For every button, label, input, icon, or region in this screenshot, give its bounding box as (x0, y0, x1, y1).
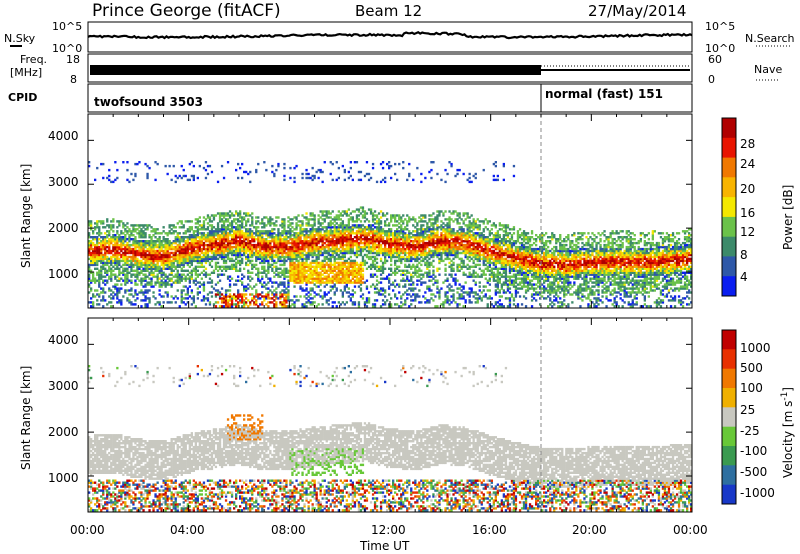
power-ytick-1000: 1000 (48, 267, 79, 281)
power-panel: Slant Range [km] 4000 3000 2000 1000 (19, 114, 692, 308)
x-tick-0800: 08:00 (271, 523, 306, 537)
nave-tick-bottom: 0 (708, 73, 715, 86)
x-tick-1600: 16:00 (472, 523, 507, 537)
freq-tick-bottom: 8 (70, 73, 77, 86)
colorbar-swatch (722, 446, 736, 466)
colorbar-swatch (722, 276, 736, 296)
nsky-label: N.Sky (4, 32, 36, 45)
colorbar-swatch (722, 330, 736, 350)
colorbar-swatch (722, 349, 736, 369)
x-tick-2400: 00:00 (673, 523, 708, 537)
power-cbar-tick-20: 20 (740, 182, 755, 196)
cpid-segment-twofsound: twofsound 3503 (94, 95, 203, 109)
power-cbar-tick-4: 4 (740, 270, 748, 284)
power-cbar-tick-24: 24 (740, 157, 755, 171)
velocity-cbar-tick-500: 500 (740, 361, 763, 375)
freq-tick-top: 18 (66, 53, 80, 66)
power-colorbar: 28 24 20 16 12 8 4 Power [dB] (722, 118, 795, 297)
velocity-cbar-label: Velocity [m s-1] (780, 387, 795, 478)
x-tick-1200: 12:00 (371, 523, 406, 537)
power-cbar-label: Power [dB] (781, 185, 795, 250)
nave-label: Nave (754, 63, 782, 76)
beam-title: Beam 12 (355, 2, 422, 20)
power-colorbar-swatches (722, 118, 736, 297)
velocity-ytick-2000: 2000 (48, 425, 79, 439)
colorbar-swatch (722, 256, 736, 276)
velocity-cbar-tick-100: 100 (740, 381, 763, 395)
power-ytick-3000: 3000 (48, 175, 79, 189)
colorbar-swatch (722, 485, 736, 505)
x-tick-0000: 00:00 (70, 523, 105, 537)
colorbar-swatch (722, 388, 736, 408)
frequency-bar (90, 65, 541, 75)
velocity-colorbar-swatches (722, 330, 736, 505)
velocity-cbar-tick-1000: 1000 (740, 341, 771, 355)
power-data (88, 161, 692, 308)
noise-trace (88, 32, 692, 38)
colorbar-swatch (722, 177, 736, 197)
velocity-data (88, 365, 692, 512)
power-cbar-tick-12: 12 (740, 225, 755, 239)
colorbar-swatch (722, 118, 736, 138)
power-ylabel: Slant Range [km] (19, 164, 33, 268)
x-tick-2000: 20:00 (572, 523, 607, 537)
power-cbar-tick-16: 16 (740, 206, 755, 220)
noise-left-tick-top: 10^5 (52, 20, 82, 33)
colorbar-swatch (722, 369, 736, 389)
velocity-ytick-1000: 1000 (48, 471, 79, 485)
cpid-segment-normal: normal (fast) 151 (545, 87, 663, 101)
cpid-panel: CPID twofsound 3503 normal (fast) 151 (8, 84, 692, 112)
noise-right-tick-top: 10^5 (705, 20, 735, 33)
freq-label: Freq. (20, 53, 47, 66)
colorbar-swatch (722, 138, 736, 158)
mhz-label: [MHz] (10, 66, 42, 79)
power-cbar-tick-28: 28 (740, 137, 755, 151)
noise-line (88, 32, 692, 38)
velocity-cbar-tick-neg500: -500 (740, 465, 767, 479)
colorbar-swatch (722, 217, 736, 237)
velocity-panel: Slant Range [km] 4000 3000 2000 1000 (19, 318, 692, 512)
velocity-colorbar: 1000 500 100 25 -25 -100 -500 -1000 Velo… (722, 330, 795, 505)
colorbar-swatch (722, 237, 736, 257)
colorbar-swatch (722, 427, 736, 447)
velocity-ytick-3000: 3000 (48, 379, 79, 393)
date-title: 27/May/2014 (588, 2, 686, 20)
colorbar-swatch (722, 197, 736, 217)
nsearch-label: N.Search (745, 32, 795, 45)
velocity-ytick-4000: 4000 (48, 333, 79, 347)
station-title: Prince George (fitACF) (92, 1, 281, 21)
nave-tick-top: 60 (708, 53, 722, 66)
x-axis-label: Time UT (359, 539, 410, 553)
velocity-cbar-tick-neg100: -100 (740, 444, 767, 458)
x-tick-0400: 04:00 (170, 523, 205, 537)
velocity-cbar-tick-neg1000: -1000 (740, 486, 775, 500)
velocity-cbar-tick-neg25: -25 (740, 424, 760, 438)
power-ytick-4000: 4000 (48, 129, 79, 143)
velocity-cbar-tick-25: 25 (740, 403, 755, 417)
colorbar-swatch (722, 407, 736, 427)
cpid-label: CPID (8, 91, 37, 104)
noise-panel: N.Sky N.Search 10^5 10^0 10^5 10^0 (4, 20, 795, 55)
power-cbar-tick-8: 8 (740, 248, 748, 262)
frequency-panel: Freq. [MHz] 18 8 60 0 Nave (10, 53, 782, 86)
velocity-ylabel: Slant Range [km] (19, 366, 33, 470)
power-ytick-2000: 2000 (48, 221, 79, 235)
colorbar-swatch (722, 465, 736, 485)
colorbar-swatch (722, 158, 736, 178)
